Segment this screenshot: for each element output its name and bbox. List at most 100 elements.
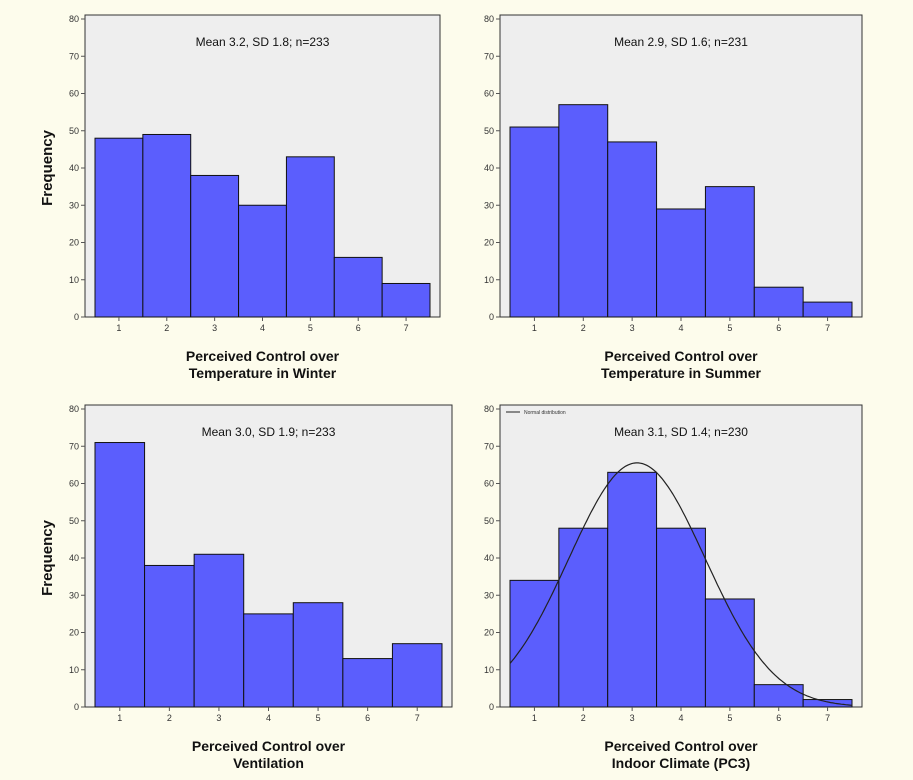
histogram-panel-3: 0 10 20 30 40 50 60 70 80 1 2 3 4 5 6 7 Mean 3.0, SD 1.9… [69, 404, 453, 771]
x-axis-label-line: Perceived Control over [186, 348, 340, 364]
y-tick-label: 50 [69, 516, 79, 526]
histogram-bar [342, 658, 393, 708]
histogram-bar [333, 256, 383, 318]
y-tick-label: 20 [484, 628, 494, 638]
histogram-panel-4: 0 10 20 30 40 50 60 70 80 1 2 3 4 5 6 7 Mean 3.1, SD 1.4… [484, 404, 863, 771]
x-tick-label: 7 [825, 323, 830, 333]
histogram-bar [292, 602, 344, 708]
y-tick-label: 30 [69, 590, 79, 600]
y-tick-label: 60 [69, 479, 79, 489]
stats-annotation: Mean 2.9, SD 1.6; n=231 [614, 35, 748, 49]
x-tick-label: 2 [167, 713, 172, 723]
histogram-bar [142, 133, 192, 318]
histogram-bar [753, 684, 804, 708]
x-axis-label-line: Perceived Control over [604, 738, 758, 754]
x-tick-label: 6 [356, 323, 361, 333]
histogram-bar [656, 208, 706, 318]
histogram-bar [558, 527, 609, 708]
y-tick-label: 70 [69, 51, 79, 61]
x-tick-label: 3 [216, 713, 221, 723]
x-tick-label: 4 [260, 323, 265, 333]
normal-distribution-curve [509, 462, 853, 706]
y-axis-label-top: Frequency [39, 129, 56, 206]
y-tick-label: 20 [484, 238, 494, 248]
x-axis-label-line: Indoor Climate (PC3) [612, 755, 750, 771]
stats-annotation: Mean 3.2, SD 1.8; n=233 [196, 35, 330, 49]
y-tick-label: 80 [69, 404, 79, 414]
x-tick-label: 5 [308, 323, 313, 333]
histogram-bar [704, 598, 755, 708]
y-tick-label: 70 [484, 441, 494, 451]
histogram-bar [656, 527, 706, 708]
x-tick-label: 1 [532, 323, 537, 333]
y-tick-label: 30 [69, 200, 79, 210]
x-axis-label-line: Perceived Control over [192, 738, 346, 754]
histogram-bar [144, 564, 195, 708]
histogram-bar [190, 174, 240, 318]
x-tick-label: 7 [825, 713, 830, 723]
histogram-bar [94, 137, 144, 318]
y-tick-label: 70 [69, 441, 79, 451]
histogram-bar [802, 301, 853, 318]
y-tick-label: 0 [489, 312, 494, 322]
y-tick-label: 50 [484, 516, 494, 526]
y-tick-label: 20 [69, 628, 79, 638]
x-tick-label: 1 [532, 713, 537, 723]
histogram-panel-1: 0 10 20 30 40 50 60 70 80 1 2 3 4 5 6 7 Mean 3.2, SD 1.8… [69, 14, 441, 381]
y-tick-label: 60 [484, 89, 494, 99]
x-tick-label: 6 [776, 713, 781, 723]
x-tick-label: 2 [164, 323, 169, 333]
y-tick-label: 10 [484, 275, 494, 285]
y-tick-label: 20 [69, 238, 79, 248]
y-tick-label: 10 [69, 665, 79, 675]
x-tick-label: 3 [630, 323, 635, 333]
x-tick-label: 7 [415, 713, 420, 723]
histogram-bar [193, 553, 245, 708]
y-tick-label: 80 [69, 14, 79, 24]
x-axis-label-line: Temperature in Winter [189, 365, 337, 381]
y-tick-label: 10 [484, 665, 494, 675]
y-tick-label: 30 [484, 200, 494, 210]
x-tick-label: 7 [404, 323, 409, 333]
x-tick-label: 1 [116, 323, 121, 333]
x-axis-label-line: Perceived Control over [604, 348, 758, 364]
x-tick-label: 6 [776, 323, 781, 333]
histogram-bar [753, 286, 804, 318]
y-tick-label: 0 [74, 312, 79, 322]
y-tick-label: 40 [69, 163, 79, 173]
y-tick-label: 40 [69, 553, 79, 563]
y-tick-label: 70 [484, 51, 494, 61]
histogram-bar [558, 104, 609, 318]
histogram-bar [704, 186, 755, 318]
histogram-panel-2: 0 10 20 30 40 50 60 70 80 1 2 3 4 5 6 7 Mean 2.9, SD 1.6… [484, 14, 863, 381]
x-tick-label: 1 [117, 713, 122, 723]
y-tick-label: 0 [489, 702, 494, 712]
x-axis-label-line: Temperature in Summer [601, 365, 762, 381]
histogram-bar [94, 442, 146, 708]
histogram-bar [238, 204, 287, 318]
x-axis-label-line: Ventilation [233, 755, 304, 771]
x-tick-label: 4 [678, 713, 683, 723]
y-tick-label: 0 [74, 702, 79, 712]
histogram-bar [607, 471, 658, 708]
y-tick-label: 50 [69, 126, 79, 136]
histogram-bar [391, 643, 443, 708]
y-tick-label: 50 [484, 126, 494, 136]
y-tick-label: 80 [484, 404, 494, 414]
histogram-bar [243, 613, 294, 708]
x-tick-label: 4 [266, 713, 271, 723]
y-tick-label: 80 [484, 14, 494, 24]
y-tick-label: 30 [484, 590, 494, 600]
stats-annotation: Mean 3.0, SD 1.9; n=233 [202, 425, 336, 439]
y-tick-label: 40 [484, 163, 494, 173]
stats-annotation: Mean 3.1, SD 1.4; n=230 [614, 425, 748, 439]
histogram-bar [607, 141, 658, 318]
y-tick-label: 40 [484, 553, 494, 563]
x-tick-label: 3 [212, 323, 217, 333]
y-axis-label-bottom: Frequency [39, 519, 56, 596]
x-tick-label: 5 [316, 713, 321, 723]
histogram-bar [381, 282, 431, 318]
y-tick-label: 60 [69, 89, 79, 99]
x-tick-label: 3 [630, 713, 635, 723]
